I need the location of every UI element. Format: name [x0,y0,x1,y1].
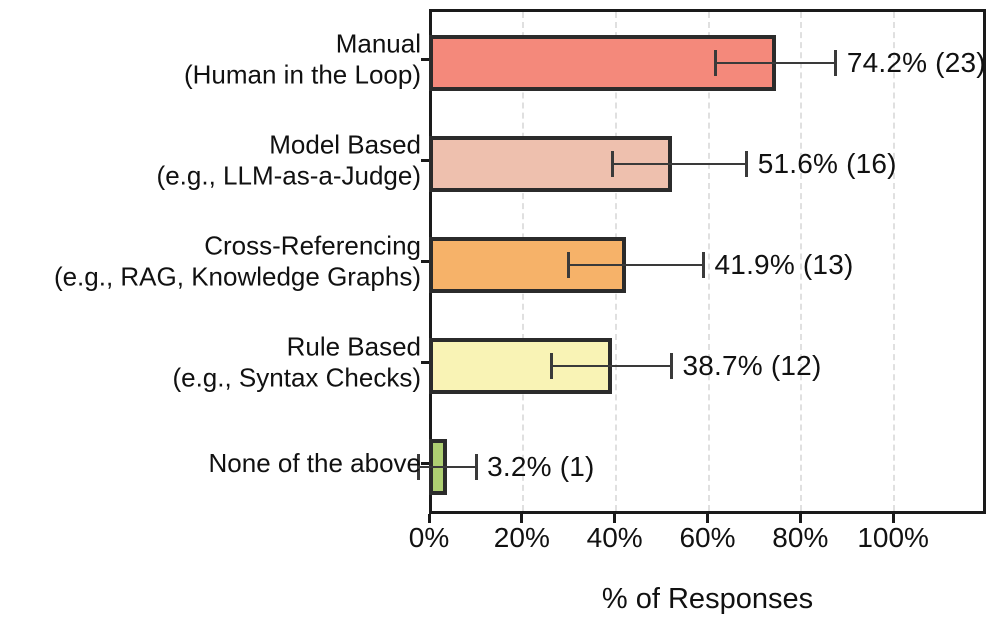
value-label-5: 3.2% (1) [487,450,595,482]
value-label-4: 38.7% (12) [682,349,822,381]
category-label-2: Model Based (e.g., LLM-as-a-Judge) [157,129,421,192]
category-label-line1: Model Based [269,128,421,159]
category-label-line1: Cross-Referencing [204,229,421,260]
gridline-80pct [800,12,803,511]
x-tick-0pct [427,514,431,523]
category-label-4: Rule Based (e.g., Syntax Checks) [172,331,421,394]
error-bar-3 [568,263,704,266]
x-tick-80pct [798,514,802,523]
x-tick-label-60pct: 60% [679,522,736,553]
x-axis-title: % of Responses [601,583,814,615]
x-tick-label-40pct: 40% [586,522,643,553]
plot-area: 74.2% (23) 51.6% (16) 41.9% (13) 38.7% (12)… [416,9,986,514]
error-cap-lo-2 [611,150,615,177]
category-label-line1: None of the above [208,447,422,478]
error-bar-5 [418,465,477,468]
y-tick-5 [421,462,429,465]
category-label-line1: Manual [335,27,421,58]
error-cap-lo-1 [713,49,717,76]
x-tick-label-0pct: 0% [408,522,450,553]
category-label-1: Manual (Human in the Loop) [184,28,421,91]
error-cap-hi-4 [670,352,673,379]
error-bar-1 [715,61,836,64]
category-label-3: Cross-Referencing (e.g., RAG, Knowledge G… [54,230,421,293]
gridline-60pct [707,12,710,511]
error-cap-lo-5 [416,453,420,480]
error-bar-2 [612,162,747,165]
error-cap-hi-3 [702,251,706,278]
x-tick-100pct [891,514,895,523]
error-cap-hi-5 [474,453,478,480]
error-bar-4 [551,364,672,367]
error-cap-lo-3 [566,251,570,278]
value-label-2: 51.6% (16) [757,147,897,179]
x-tick-20pct [520,514,524,523]
x-tick-label-20pct: 20% [493,522,550,553]
gridline-100pct [893,12,896,511]
y-tick-2 [421,159,429,162]
error-cap-hi-1 [834,49,838,76]
category-label-line2: (e.g., LLM-as-a-Judge) [156,160,421,191]
error-cap-hi-2 [745,150,749,177]
category-label-5: None of the above [209,448,422,480]
y-tick-4 [421,361,429,364]
value-label-3: 41.9% (13) [714,248,854,280]
x-tick-label-100pct: 100% [857,522,929,553]
y-tick-3 [421,260,429,263]
category-label-line1: Rule Based [286,330,421,361]
category-label-line2: (e.g., Syntax Checks) [172,362,421,393]
error-cap-lo-4 [549,352,553,379]
x-tick-60pct [706,514,709,523]
x-tick-label-80pct: 80% [772,522,829,553]
category-label-line2: (e.g., RAG, Knowledge Graphs) [53,261,421,292]
category-label-line2: (Human in the Loop) [183,59,421,90]
x-tick-40pct [613,514,617,523]
y-tick-1 [421,58,429,61]
value-label-1: 74.2% (23) [846,46,986,78]
